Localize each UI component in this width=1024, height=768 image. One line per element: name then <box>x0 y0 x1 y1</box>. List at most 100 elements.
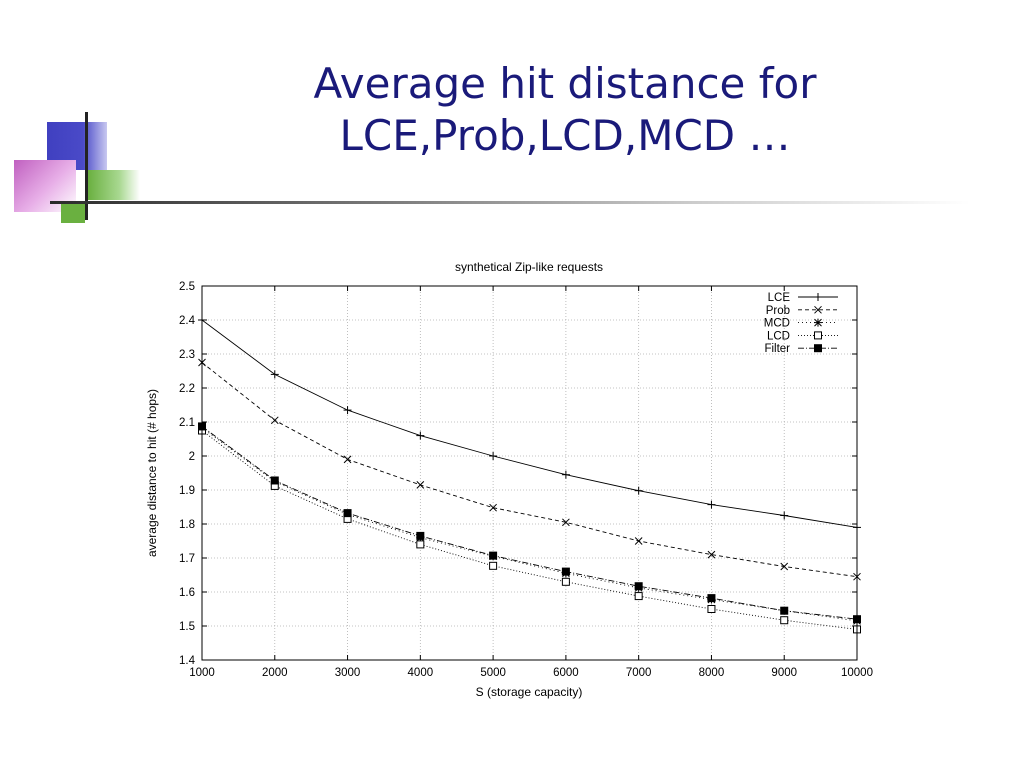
slide-title: Average hit distance for LCE,Prob,LCD,MC… <box>260 58 870 162</box>
y-tick-label: 2.3 <box>179 349 195 361</box>
data-point-prob <box>489 503 497 512</box>
y-tick-label: 1.6 <box>179 587 195 599</box>
y-tick-label: 2.5 <box>179 281 195 293</box>
data-point-prob <box>707 550 716 559</box>
data-point-prob <box>780 562 789 571</box>
marker-square <box>416 540 425 549</box>
data-point-filter <box>489 551 498 560</box>
legend-marker-lce <box>814 293 822 301</box>
legend-label-lcd: LCD <box>767 330 790 342</box>
marker-square <box>634 592 643 601</box>
x-tick-label: 3000 <box>335 667 361 679</box>
marker-square <box>814 331 822 340</box>
x-tick-label: 6000 <box>553 667 579 679</box>
title-underline <box>50 201 970 204</box>
marker-square <box>707 594 716 603</box>
series-line-lcd <box>201 430 858 630</box>
data-point-filter <box>780 606 789 615</box>
x-tick-label: 8000 <box>699 667 725 679</box>
data-point-lce <box>416 431 425 440</box>
marker-square <box>561 567 570 576</box>
data-point-filter <box>343 509 352 518</box>
slide-title-line-2: LCE,Prob,LCD,MCD … <box>339 111 791 160</box>
data-point-lce <box>270 370 279 379</box>
y-tick-label: 2.1 <box>179 417 195 429</box>
legend-label-lce: LCE <box>768 292 791 304</box>
marker-stroke <box>343 455 352 464</box>
data-point-prob <box>416 481 425 489</box>
data-point-prob <box>343 455 352 464</box>
marker-square <box>634 582 643 591</box>
marker-square <box>416 531 425 540</box>
marker-stroke <box>416 481 425 489</box>
data-point-filter <box>707 594 716 603</box>
data-point-lce <box>343 406 352 415</box>
x-tick-label: 4000 <box>408 667 434 679</box>
marker-stroke <box>707 550 716 559</box>
data-point-prob <box>634 537 643 545</box>
legend-label-filter: Filter <box>764 343 790 355</box>
data-point-lce <box>489 452 498 460</box>
x-axis-label: S (storage capacity) <box>476 685 583 699</box>
x-tick-label: 1000 <box>189 667 215 679</box>
marker-square <box>270 476 279 485</box>
marker-stroke <box>562 518 570 527</box>
series-line-prob <box>201 362 858 578</box>
slide-title-line-1: Average hit distance for <box>313 59 817 108</box>
y-tick-label: 1.8 <box>179 519 195 531</box>
data-point-filter <box>270 476 279 485</box>
legend-marker-filter <box>814 344 822 353</box>
data-point-lcd <box>634 592 643 601</box>
marker-stroke <box>489 503 497 512</box>
marker-square <box>489 551 498 560</box>
data-point-lcd <box>416 540 425 549</box>
y-tick-label: 2.2 <box>179 383 195 395</box>
series-line-filter <box>201 426 858 620</box>
data-point-lce <box>634 486 643 495</box>
x-tick-label: 2000 <box>262 667 288 679</box>
data-point-filter <box>416 531 425 540</box>
marker-square <box>561 577 570 586</box>
y-tick-label: 1.9 <box>179 485 195 497</box>
marker-stroke <box>780 562 789 571</box>
plot-frame <box>201 285 858 661</box>
chart-title: synthetical Zip-like requests <box>455 260 603 274</box>
y-tick-label: 1.5 <box>179 621 195 633</box>
data-point-filter <box>634 582 643 591</box>
data-point-lcd <box>780 616 789 625</box>
marker-square <box>780 606 789 615</box>
marker-square <box>780 616 789 625</box>
legend-label-prob: Prob <box>766 305 790 317</box>
data-point-lcd <box>489 561 498 570</box>
data-point-prob <box>562 518 570 527</box>
y-tick-label: 1.7 <box>179 553 195 565</box>
legend-marker-prob <box>814 305 822 314</box>
marker-stroke <box>814 318 822 327</box>
x-tick-label: 7000 <box>626 667 652 679</box>
marker-square <box>814 344 822 353</box>
marker-stroke <box>814 305 822 314</box>
marker-stroke <box>270 416 279 425</box>
marker-square <box>343 509 352 518</box>
data-point-lce <box>561 470 570 479</box>
data-point-lce <box>780 511 789 520</box>
decor-green-square <box>88 170 140 200</box>
legend-marker-lcd <box>814 331 822 340</box>
data-point-lcd <box>561 577 570 586</box>
data-point-prob <box>270 416 279 425</box>
series-line-lce <box>201 319 858 528</box>
y-tick-label: 2 <box>189 451 195 463</box>
marker-square <box>489 561 498 570</box>
data-point-lcd <box>707 605 716 613</box>
y-tick-label: 2.4 <box>179 315 196 327</box>
y-axis-label: average distance to hit (# hops) <box>145 389 159 557</box>
x-tick-label: 5000 <box>480 667 506 679</box>
legend-label-mcd: MCD <box>764 318 790 330</box>
marker-stroke <box>634 537 643 545</box>
decor-green-block <box>61 203 85 223</box>
x-tick-label: 10000 <box>841 667 873 679</box>
data-point-filter <box>561 567 570 576</box>
x-tick-label: 9000 <box>771 667 797 679</box>
marker-square <box>707 605 716 613</box>
